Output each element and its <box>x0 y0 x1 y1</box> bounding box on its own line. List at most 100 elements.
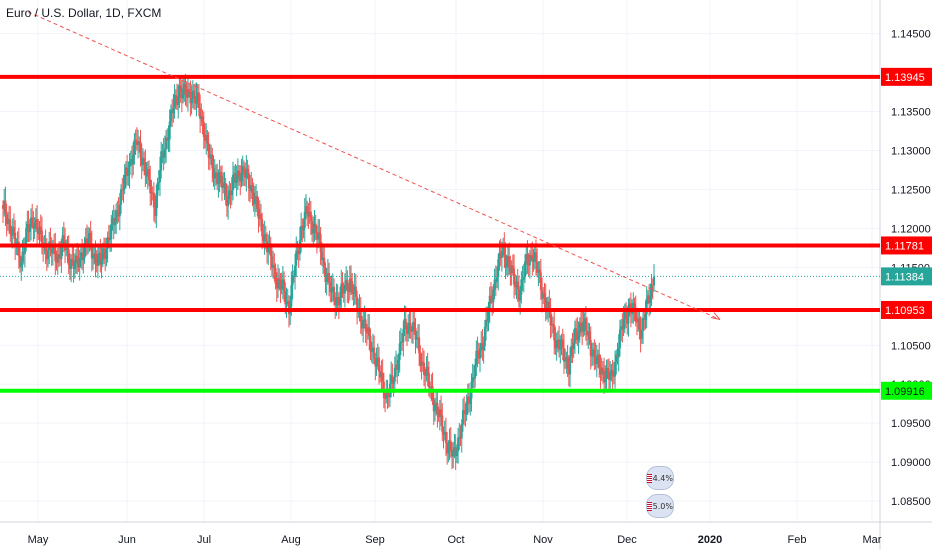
candle-body <box>36 219 39 230</box>
candle-body <box>78 257 81 268</box>
candle-body <box>367 327 370 334</box>
candle-body <box>195 96 198 104</box>
candle-body <box>25 228 28 247</box>
candle-body <box>157 182 160 184</box>
candle-body <box>625 311 628 320</box>
candle-body <box>238 170 241 177</box>
candle-body <box>578 322 581 334</box>
candle-body <box>113 222 116 226</box>
candle-body <box>359 308 362 322</box>
candle-body <box>196 92 199 97</box>
event-badge-2[interactable]: 5.0% <box>646 494 674 518</box>
candle-body <box>251 184 254 193</box>
candle-body <box>425 366 428 376</box>
candle-body <box>200 116 203 119</box>
candle-body <box>530 254 533 256</box>
candle-body <box>150 192 153 194</box>
candle-body <box>469 398 472 404</box>
candle-body <box>280 285 283 290</box>
candle-body <box>395 364 398 368</box>
candle-body <box>93 253 96 256</box>
candle-body <box>227 199 230 207</box>
candle-body <box>616 354 619 358</box>
candle-body <box>315 233 318 240</box>
candle-body <box>567 368 570 375</box>
candle-body <box>555 340 558 349</box>
candle-body <box>246 168 249 173</box>
candle-body <box>273 264 276 269</box>
candle-body <box>177 98 180 105</box>
level-price-tag-bg <box>881 236 932 255</box>
candle-body <box>381 372 384 382</box>
candle-body <box>402 329 405 343</box>
candle-body <box>609 373 612 380</box>
candle-body <box>167 139 170 141</box>
candle-body <box>460 423 463 439</box>
candle-body <box>61 235 64 248</box>
candle-body <box>347 289 350 292</box>
candle-body <box>521 279 524 281</box>
candle-body <box>550 323 553 326</box>
candle-body <box>653 276 655 286</box>
candle-body <box>32 223 35 229</box>
candle-body <box>533 252 536 259</box>
candle-body <box>17 241 20 256</box>
x-tick-label: Feb <box>788 534 807 546</box>
candle-body <box>409 322 412 332</box>
candle-body <box>211 154 214 169</box>
candle-body <box>430 386 433 388</box>
candle-body <box>482 346 485 351</box>
candle-body <box>385 392 388 399</box>
candle-body <box>621 326 624 330</box>
candle-body <box>67 249 70 265</box>
candle-body <box>644 314 647 320</box>
candle-body <box>296 250 299 252</box>
candle-body <box>623 311 626 320</box>
candle-body <box>325 279 328 283</box>
event-badge-1[interactable]: 4.4% <box>646 466 674 490</box>
candle-body <box>337 298 340 306</box>
candle-body <box>329 282 332 293</box>
candle-body <box>27 223 30 232</box>
level-price-tag: 1.10953 <box>885 305 925 317</box>
candle-body <box>345 280 348 286</box>
candle-body <box>605 367 608 379</box>
candle-body <box>509 267 512 274</box>
candle-body <box>638 318 641 330</box>
candle-body <box>610 370 613 374</box>
candle-body <box>492 289 495 303</box>
candle-body <box>118 204 121 217</box>
candle-body <box>292 275 295 277</box>
candle-body <box>104 251 107 259</box>
candle-body <box>435 402 438 406</box>
symbol-legend[interactable]: Euro / U.S. Dollar, 1D, FXCM <box>6 6 162 20</box>
candle-body <box>606 367 609 372</box>
candle-body <box>615 354 618 363</box>
candle-body <box>89 232 92 245</box>
candle-body <box>11 227 14 236</box>
candle-body <box>138 141 141 143</box>
candle-body <box>645 298 648 315</box>
candle-body <box>560 339 563 348</box>
candle-body <box>109 239 112 241</box>
candle-body <box>173 95 176 108</box>
candle-body <box>55 261 58 263</box>
candle-body <box>556 339 559 341</box>
candle-body <box>562 347 565 362</box>
candle-body <box>595 356 598 365</box>
candle-body <box>485 319 488 328</box>
candle-body <box>431 386 434 400</box>
candle-body <box>290 285 293 307</box>
candle-body <box>145 175 148 177</box>
candle-body <box>612 375 615 377</box>
candle-body <box>279 279 282 290</box>
candle-body <box>194 96 197 104</box>
candle-body <box>160 151 163 171</box>
level-price-tag-bg <box>881 300 932 319</box>
candle-body <box>285 301 288 305</box>
candle-body <box>451 451 454 457</box>
candle-body <box>452 450 455 457</box>
candle-body <box>440 409 443 416</box>
